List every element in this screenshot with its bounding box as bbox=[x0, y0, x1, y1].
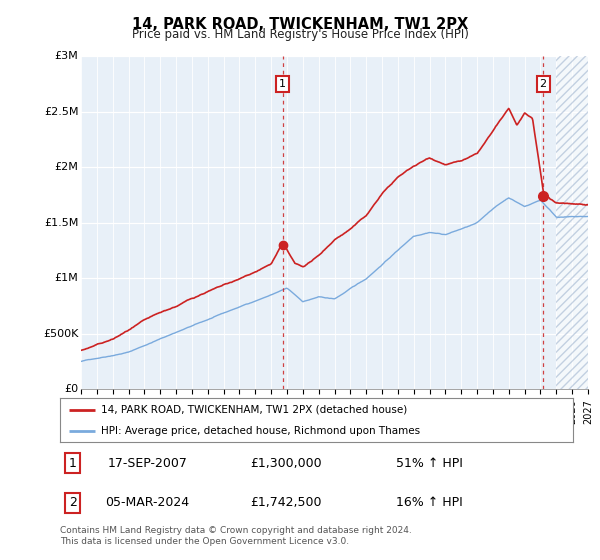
Text: £3M: £3M bbox=[55, 51, 79, 61]
Text: £1,742,500: £1,742,500 bbox=[250, 496, 322, 509]
Text: 51% ↑ HPI: 51% ↑ HPI bbox=[396, 457, 463, 470]
Text: 2: 2 bbox=[69, 496, 77, 509]
Text: 2: 2 bbox=[539, 79, 547, 89]
Text: 1: 1 bbox=[279, 79, 286, 89]
Text: 17-SEP-2007: 17-SEP-2007 bbox=[107, 457, 187, 470]
Text: 16% ↑ HPI: 16% ↑ HPI bbox=[396, 496, 463, 509]
Text: 05-MAR-2024: 05-MAR-2024 bbox=[105, 496, 189, 509]
Text: £500K: £500K bbox=[43, 329, 79, 339]
Text: £1M: £1M bbox=[55, 273, 79, 283]
Text: 14, PARK ROAD, TWICKENHAM, TW1 2PX (detached house): 14, PARK ROAD, TWICKENHAM, TW1 2PX (deta… bbox=[101, 405, 407, 415]
Text: 14, PARK ROAD, TWICKENHAM, TW1 2PX: 14, PARK ROAD, TWICKENHAM, TW1 2PX bbox=[132, 17, 468, 32]
Text: Contains HM Land Registry data © Crown copyright and database right 2024.
This d: Contains HM Land Registry data © Crown c… bbox=[60, 526, 412, 546]
Text: £2.5M: £2.5M bbox=[44, 106, 79, 116]
Text: £0: £0 bbox=[64, 384, 79, 394]
Text: HPI: Average price, detached house, Richmond upon Thames: HPI: Average price, detached house, Rich… bbox=[101, 426, 420, 436]
Text: £2M: £2M bbox=[55, 162, 79, 172]
Bar bbox=[556, 56, 588, 389]
Text: Price paid vs. HM Land Registry's House Price Index (HPI): Price paid vs. HM Land Registry's House … bbox=[131, 28, 469, 41]
Text: 1: 1 bbox=[69, 457, 77, 470]
Text: £1.5M: £1.5M bbox=[44, 218, 79, 227]
Text: £1,300,000: £1,300,000 bbox=[250, 457, 322, 470]
